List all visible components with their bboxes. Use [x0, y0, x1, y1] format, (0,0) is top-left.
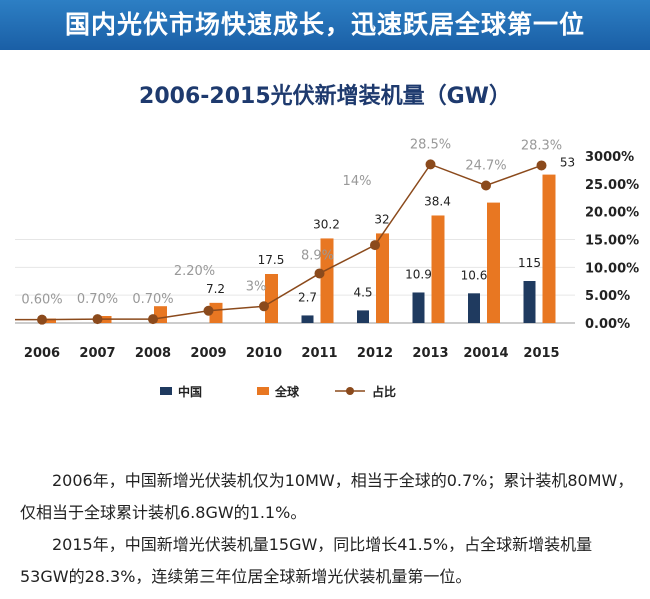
x-tick-label: 2007: [79, 346, 115, 361]
paragraph-2: 2015年，中国新增光伏装机量15GW，同比增长41.5%，占全球新增装机量53…: [20, 535, 593, 586]
data-label-share: 24.7%: [465, 159, 506, 174]
legend-label-china: 中国: [178, 384, 202, 399]
data-label-share: 0.60%: [21, 293, 62, 308]
data-label-share: 0.70%: [132, 292, 173, 307]
point-share: [536, 160, 547, 171]
data-label-share: 28.5%: [410, 137, 451, 152]
point-share: [37, 314, 47, 325]
point-share: [370, 240, 380, 251]
data-label-global: 30.2: [313, 217, 340, 231]
chart-title: 2006-2015光伏新增装机量（GW）: [139, 84, 511, 109]
bar-global: [376, 233, 389, 323]
bar-global: [43, 318, 56, 323]
legend-point-share: [346, 387, 354, 395]
data-label-global: 53: [560, 156, 575, 170]
data-label-share: 14%: [343, 174, 372, 189]
x-tick-label: 2006: [24, 346, 60, 361]
bar-global: [209, 302, 223, 323]
y2-tick-label: 5.00%: [585, 289, 630, 304]
data-label-share: 8.9%: [301, 248, 334, 263]
legend-swatch-china: [160, 387, 172, 395]
y2-tick-label: 0.00%: [585, 317, 630, 332]
data-label-global: 32: [374, 212, 389, 226]
data-label-china: 2.7: [298, 290, 317, 304]
data-label-china: 115: [518, 256, 541, 270]
bar-global: [542, 174, 556, 323]
bar-china: [301, 315, 314, 323]
chart: 0.00% 5.00% 10.00% 15.00% 20.00% 25.00% 3000% 2…: [15, 137, 639, 399]
bar-china: [412, 292, 425, 323]
bar-china: [357, 310, 369, 323]
bar-china: [468, 293, 480, 323]
data-label-china: 10.6: [461, 268, 488, 282]
data-label-global: 7.2: [206, 282, 225, 296]
x-tick-label: 2012: [357, 346, 393, 361]
point-share: [425, 159, 436, 170]
x-tick-label: 2015: [523, 346, 559, 361]
x-tick-label: 2013: [412, 346, 448, 361]
data-label-china: 10.9: [405, 267, 432, 281]
bar-china: [523, 281, 536, 323]
point-share: [203, 305, 214, 316]
point-share: [314, 268, 325, 279]
data-label-share: 3%: [246, 279, 267, 294]
point-share: [259, 301, 269, 312]
y2-tick-label: 3000%: [585, 150, 634, 165]
y2-tick-label: 25.00%: [585, 178, 639, 193]
y2-tick-label: 15.00%: [585, 234, 639, 249]
point-share: [481, 180, 491, 191]
x-tick-label: 2008: [135, 346, 171, 361]
data-label-share: 0.70%: [77, 292, 118, 307]
x-tick-label: 2011: [301, 346, 337, 361]
data-label-share: 2.20%: [174, 264, 215, 279]
data-label-global: 38.4: [424, 194, 451, 208]
body-text: 2006年，中国新增光伏装机仅为10MW，相当于全球的0.7%；累计装机80MW…: [20, 465, 640, 593]
legend-label-share: 占比: [372, 384, 396, 399]
bar-global: [487, 202, 500, 323]
y2-tick-label: 20.00%: [585, 206, 639, 221]
x-tick-label: 2010: [246, 346, 282, 361]
data-label-share: 28.3%: [521, 138, 562, 153]
data-label-china: 4.5: [353, 285, 372, 299]
legend-swatch-global: [257, 387, 269, 395]
y2-tick-label: 10.00%: [585, 261, 639, 276]
point-share: [148, 314, 158, 325]
bar-global: [265, 274, 278, 323]
x-tick-label: 2009: [190, 346, 226, 361]
legend-label-global: 全球: [274, 384, 300, 399]
bar-global: [431, 215, 445, 323]
banner-title: 国内光伏市场快速成长，迅速跃居全球第一位: [0, 0, 650, 50]
point-share: [92, 314, 103, 325]
data-label-global: 17.5: [258, 253, 285, 267]
paragraph-1: 2006年，中国新增光伏装机仅为10MW，相当于全球的0.7%；累计装机80MW…: [20, 471, 634, 522]
bar-global: [320, 238, 334, 323]
x-tick-label: 20014: [463, 346, 508, 361]
